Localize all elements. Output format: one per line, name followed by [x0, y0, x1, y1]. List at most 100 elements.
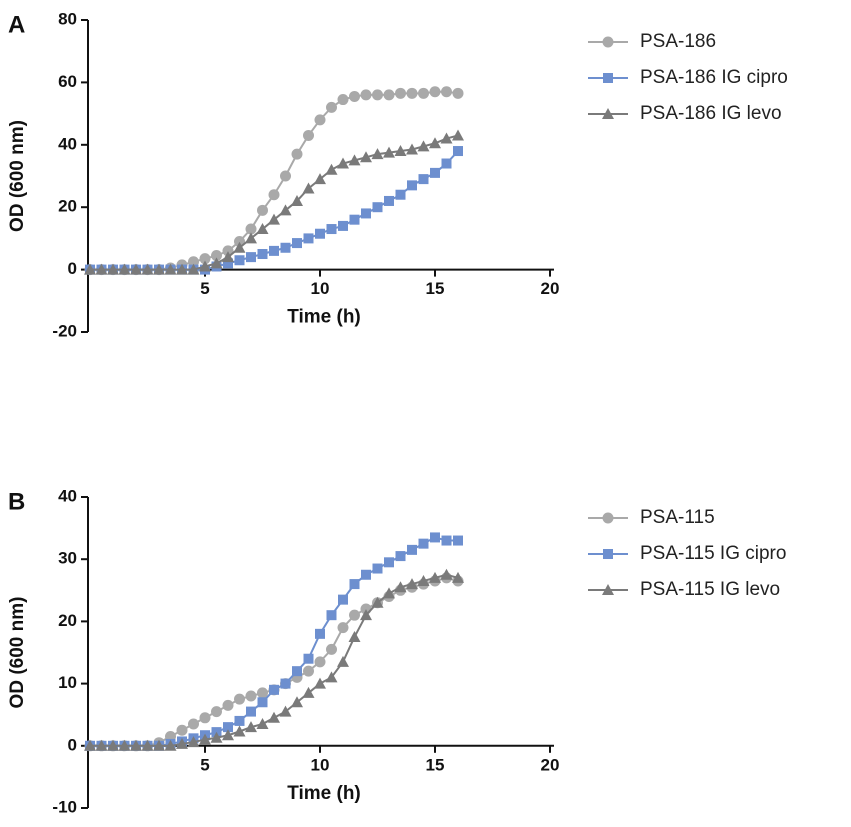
marker	[361, 569, 371, 580]
marker	[199, 260, 211, 272]
marker	[372, 89, 383, 101]
marker	[188, 256, 199, 268]
marker	[303, 653, 314, 664]
marker	[269, 245, 279, 256]
x-tick-label: 20	[541, 755, 560, 774]
marker	[187, 263, 200, 275]
y-axis-label: OD (600 nm)	[7, 597, 28, 709]
marker	[222, 699, 234, 711]
marker	[395, 189, 406, 200]
x-tick-label: 5	[200, 279, 209, 298]
marker	[360, 609, 372, 621]
y-tick-label: 80	[58, 9, 77, 28]
legend-label: PSA-186	[640, 31, 716, 52]
marker	[407, 544, 417, 555]
marker	[430, 532, 440, 543]
marker	[394, 581, 407, 593]
marker	[315, 228, 325, 239]
marker	[602, 584, 614, 595]
marker	[279, 705, 292, 717]
legend-label: PSA-115	[640, 507, 715, 528]
marker	[199, 733, 211, 745]
marker	[429, 86, 441, 98]
marker	[118, 739, 131, 751]
marker	[245, 223, 257, 235]
marker	[441, 535, 452, 546]
marker	[234, 693, 245, 705]
marker	[268, 711, 280, 723]
marker	[303, 129, 314, 141]
marker	[348, 630, 361, 642]
marker	[406, 578, 418, 590]
marker	[371, 148, 384, 160]
marker	[337, 157, 349, 169]
marker	[130, 263, 142, 275]
marker	[384, 557, 394, 568]
marker	[452, 571, 464, 583]
marker	[211, 250, 222, 262]
marker	[372, 563, 383, 574]
x-tick-label: 20	[541, 279, 560, 298]
marker	[303, 233, 314, 244]
marker	[371, 596, 384, 608]
x-tick-label: 10	[311, 279, 330, 298]
marker	[280, 678, 291, 689]
marker	[452, 129, 464, 141]
marker	[395, 87, 406, 99]
marker	[326, 610, 337, 621]
marker	[348, 154, 361, 166]
marker	[118, 263, 131, 275]
marker	[314, 677, 326, 689]
marker	[417, 140, 430, 152]
marker	[84, 739, 96, 751]
marker	[429, 137, 441, 149]
marker	[338, 594, 348, 605]
marker	[291, 696, 303, 708]
marker	[360, 89, 372, 101]
marker	[441, 86, 452, 98]
marker	[223, 258, 233, 269]
marker	[176, 724, 188, 736]
marker	[406, 143, 418, 155]
marker	[337, 94, 349, 106]
y-tick-label: 60	[58, 72, 77, 91]
marker	[188, 718, 199, 730]
marker	[452, 87, 464, 99]
y-tick-label: 0	[68, 735, 77, 754]
marker	[292, 666, 302, 677]
marker	[210, 731, 223, 743]
marker	[407, 180, 417, 191]
marker	[349, 90, 360, 102]
y-tick-label: -20	[52, 321, 77, 340]
y-tick-label: 40	[58, 134, 77, 153]
marker	[292, 238, 302, 249]
marker	[257, 687, 268, 699]
marker	[223, 722, 233, 733]
marker	[395, 551, 406, 562]
marker	[337, 655, 349, 667]
marker	[280, 170, 291, 182]
marker	[257, 249, 268, 259]
marker	[291, 148, 303, 160]
y-tick-label: 20	[58, 197, 77, 216]
marker	[246, 706, 256, 717]
marker	[234, 715, 245, 726]
marker	[418, 174, 429, 185]
marker	[210, 257, 223, 269]
marker	[383, 587, 395, 599]
y-tick-label: 30	[58, 549, 77, 568]
marker	[602, 512, 614, 524]
y-tick-label: 40	[58, 486, 77, 505]
x-axis-label: Time (h)	[287, 783, 361, 804]
marker	[199, 253, 211, 265]
marker	[349, 579, 360, 590]
marker	[453, 535, 463, 546]
marker	[233, 725, 246, 737]
y-tick-label: 0	[68, 259, 77, 278]
marker	[211, 706, 222, 718]
y-axis-label: OD (600 nm)	[7, 120, 28, 232]
marker	[303, 665, 314, 677]
marker	[141, 263, 154, 275]
marker	[245, 690, 257, 702]
